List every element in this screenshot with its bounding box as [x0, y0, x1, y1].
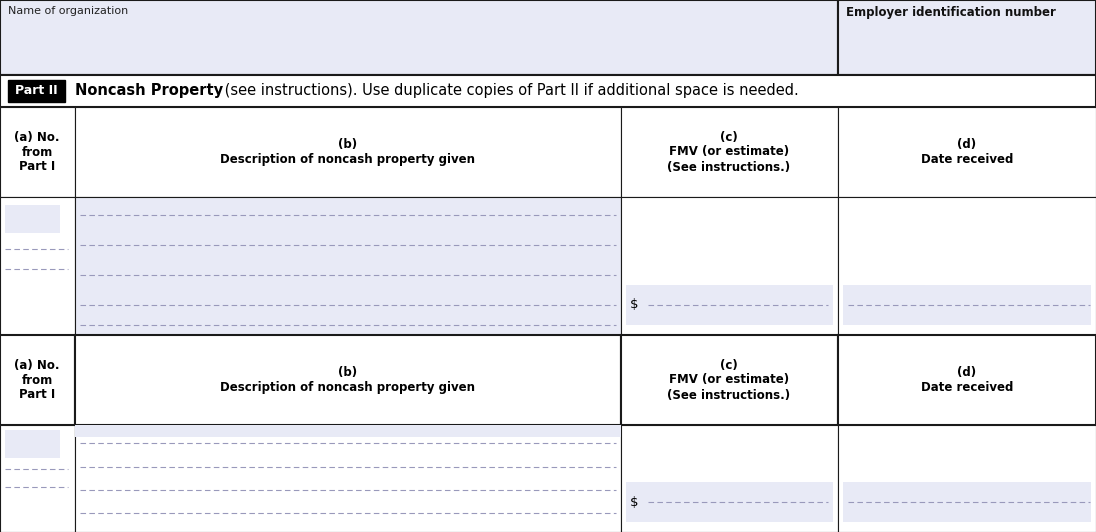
Text: Noncash Property: Noncash Property	[75, 84, 224, 98]
Bar	[0, 0, 838, 75]
Bar	[838, 107, 1096, 197]
Text: (b)
Description of noncash property given: (b) Description of noncash property give…	[220, 366, 476, 394]
Bar	[75, 107, 621, 197]
Bar	[843, 285, 1091, 325]
Bar	[838, 425, 1096, 532]
Bar	[621, 197, 838, 335]
Bar	[838, 197, 1096, 335]
Bar	[75, 197, 621, 335]
Bar	[75, 425, 621, 532]
Bar	[5, 430, 60, 458]
Bar	[8, 80, 65, 102]
Bar	[621, 335, 838, 425]
Text: Part II: Part II	[15, 85, 58, 97]
Bar	[0, 197, 75, 335]
Text: (a) No.
from
Part I: (a) No. from Part I	[14, 359, 60, 402]
Bar	[5, 205, 60, 233]
Bar	[0, 335, 75, 425]
Text: (c)
FMV (or estimate)
(See instructions.): (c) FMV (or estimate) (See instructions.…	[667, 130, 790, 173]
Bar	[626, 285, 833, 325]
Bar	[838, 335, 1096, 425]
Text: Name of organization: Name of organization	[8, 6, 128, 16]
Text: (c)
FMV (or estimate)
(See instructions.): (c) FMV (or estimate) (See instructions.…	[667, 359, 790, 402]
Bar	[621, 425, 838, 532]
Bar	[626, 482, 833, 522]
Text: $: $	[630, 298, 639, 312]
Text: (see instructions). Use duplicate copies of Part II if additional space is neede: (see instructions). Use duplicate copies…	[220, 84, 799, 98]
Text: (a) No.
from
Part I: (a) No. from Part I	[14, 130, 60, 173]
Text: (b)
Description of noncash property given: (b) Description of noncash property give…	[220, 138, 476, 166]
Bar	[843, 482, 1091, 522]
Bar	[621, 107, 838, 197]
Bar	[75, 335, 621, 425]
Bar	[0, 75, 1096, 107]
Text: (d)
Date received: (d) Date received	[921, 366, 1013, 394]
Text: (d)
Date received: (d) Date received	[921, 138, 1013, 166]
Bar	[0, 425, 75, 532]
Bar	[0, 107, 75, 197]
Text: Employer identification number: Employer identification number	[846, 6, 1055, 19]
Text: $: $	[630, 495, 639, 509]
Bar	[838, 0, 1096, 75]
Bar	[75, 425, 621, 437]
